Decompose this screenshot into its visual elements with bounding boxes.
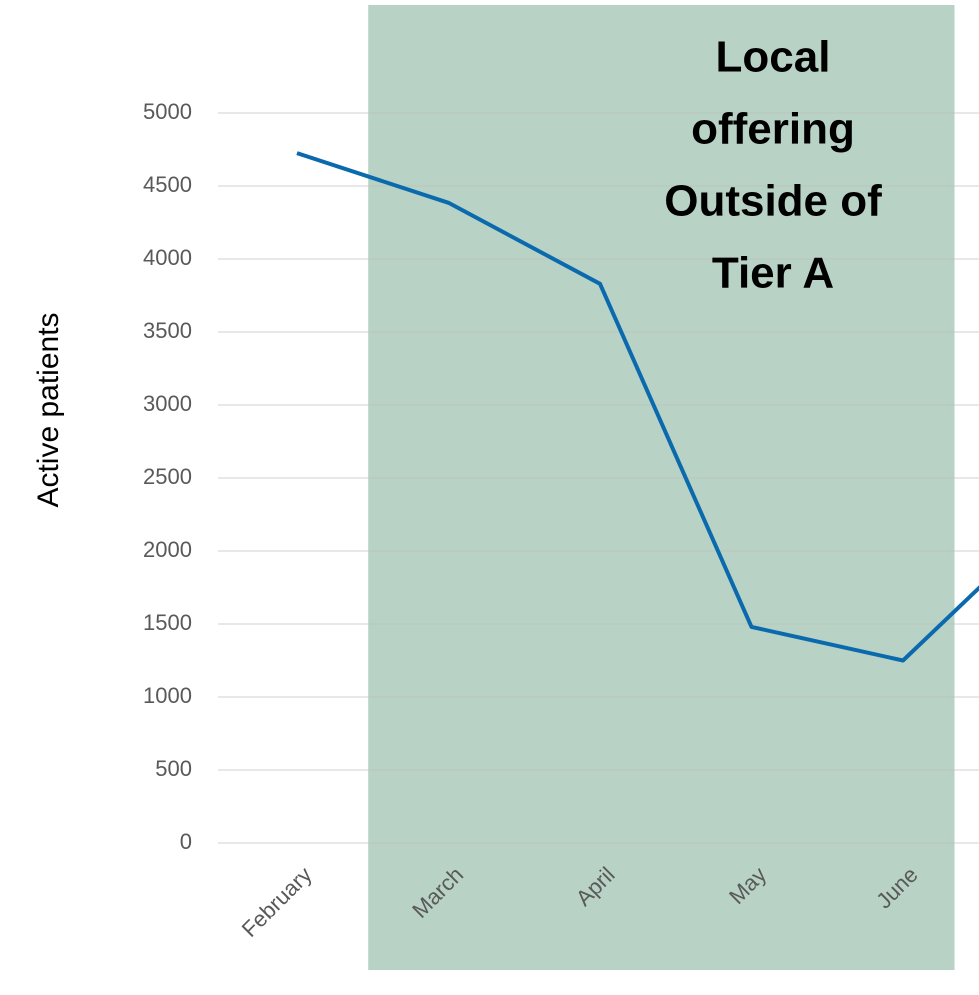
y-tick-label: 2000 [143,537,192,562]
y-tick-label: 3500 [143,318,192,343]
y-tick-label: 2500 [143,464,192,489]
annotation: Tier A [712,249,834,298]
data-line [296,151,979,663]
y-tick-label: 3000 [143,391,192,416]
y-tick-label: 4000 [143,245,192,270]
y-axis-label: Active patients [32,312,65,507]
x-tick-label: February [237,862,317,942]
annotation: Local [716,33,831,82]
y-tick-label: 1000 [143,683,192,708]
y-tick-label: 0 [180,829,192,854]
y-tick-label: 500 [155,756,192,781]
highlight-region [368,5,955,970]
y-tick-label: 4500 [143,172,192,197]
annotation: Outside of [664,177,882,226]
y-tick-label: 5000 [143,99,192,124]
annotation: offering [691,105,855,154]
y-tick-label: 1500 [143,610,192,635]
